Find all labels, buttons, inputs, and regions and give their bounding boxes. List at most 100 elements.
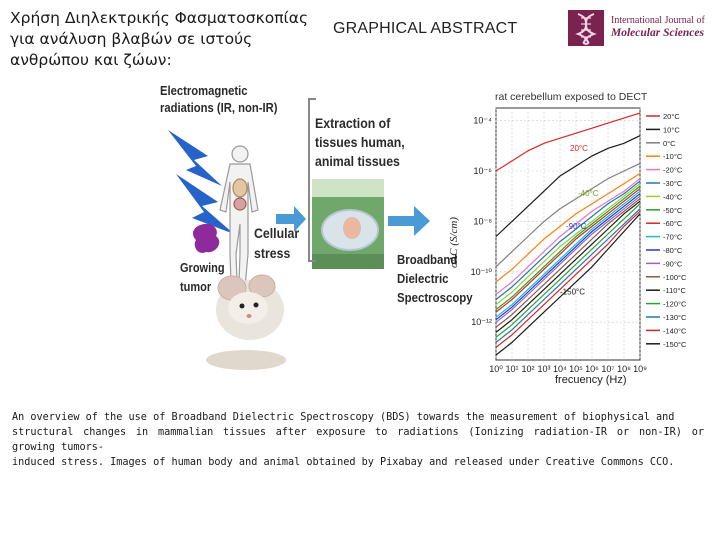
bds-label-line: Broadband [397,252,458,267]
bds-label: Broadband Dielectric Spectroscopy [397,250,473,307]
title-line: για ανάλυση βλαβών σε ιστούς [10,30,253,48]
extraction-label-line: animal tissues [315,153,400,169]
lightning-icon [168,130,234,234]
legend-entry: -60°C [663,219,683,228]
legend-entry: -90°C [663,259,683,268]
bds-label-line: Dielectric [397,271,449,286]
series-line [495,190,641,318]
y-tick-label: 10⁻⁶ [474,166,493,176]
series-line [495,178,641,295]
extraction-label: Extraction of tissues human, animal tiss… [315,114,405,171]
journal-name: International Journal of Molecular Scien… [611,15,720,40]
cellular-stress-label-line: Cellular [254,225,300,241]
series-line [495,195,641,323]
x-tick-label: 10⁷ [601,364,614,374]
tissue-sample-photo [312,179,384,269]
legend-entry: -30°C [663,179,683,188]
cellular-stress-label-line: stress [254,245,291,261]
caption-line: structural changes in mammalian tissues … [12,427,704,453]
extraction-label-line: Extraction of [315,115,391,131]
y-axis-label: σAC (S/cm) [448,217,460,268]
bds-label-line: Spectroscopy [397,290,473,305]
journal-name-line1: International Journal of [611,15,705,26]
dna-logo-icon [568,10,604,46]
chart-canvas: 10⁰ 10¹ 10² 10³ 10⁴ 10⁵ 10⁶ 10⁷ 10⁸ 10⁹ 10⁻⁴ 10⁻⁶ 10… [471,107,687,374]
series-line [495,183,641,306]
x-axis-label: frecuency (Hz) [555,374,627,386]
legend-entry: -70°C [663,233,683,242]
growing-tumor-label-line: tumor [180,280,212,294]
series-line [495,193,641,321]
series-line [495,172,641,283]
chart-annotation: 20°C [570,144,588,153]
series-line [495,210,641,348]
legend-entry: -120°C [663,300,687,309]
y-tick-label: 10⁻¹⁰ [471,267,493,277]
x-tick-label: 10⁴ [553,364,567,374]
conductivity-chart: rat cerebellum exposed to DECT 10⁰ 10¹ 10²… [448,78,710,396]
legend-entry: -110°C [663,286,686,295]
growing-tumor-label: Growing tumor [180,259,225,297]
legend-entry: -40°C [663,192,683,201]
legend-entry: -100°C [663,273,687,282]
plot-frame [495,107,641,361]
illustration [168,130,430,370]
series-line [495,208,641,343]
legend-entry: -140°C [663,326,687,335]
x-tick-label: 10² [521,364,534,374]
legend-entry: 0°C [663,139,676,148]
y-tick-label: 10⁻⁴ [473,116,492,126]
x-tick-label: 10⁹ [633,364,647,374]
journal-name-line2: Molecular Sciences [611,27,704,39]
legend-entry: -50°C [663,206,683,215]
growing-tumor-label-line: Growing [180,261,225,275]
abstract-caption: An overview of the use of Broadband Diel… [12,410,704,470]
arrow-icon [388,206,430,236]
electromagnetic-label-line: Electromagnetic [160,84,248,98]
series-line [495,185,641,311]
tumor-icon [192,223,220,253]
legend-entry: 20°C [663,112,680,121]
mouse-icon [206,274,286,370]
arrow-icon [276,206,306,232]
series-line [495,200,641,333]
x-tick-label: 10⁸ [617,364,631,374]
series-line [495,198,641,328]
extraction-bracket [308,98,316,262]
series-line [495,135,641,237]
legend-entry: -80°C [663,246,683,255]
cellular-stress-label: Cellular stress [254,223,299,263]
slide-title: Χρήση Διηλεκτρικής Φασματοσκοπίας για αν… [10,8,330,71]
electromagnetic-label-line: radiations (IR, non-IR) [160,101,278,115]
series-line [495,213,641,356]
graphical-abstract-heading: GRAPHICAL ABSTRACT [333,20,518,37]
series-line [495,203,641,338]
x-tick-label: 10³ [537,364,550,374]
series-line [495,180,641,300]
title-line: Χρήση Διηλεκτρικής Φασματοσκοπίας [10,9,309,27]
chart-annotation: -150°C [560,287,585,296]
series-line [495,162,641,268]
y-tick-label: 10⁻¹² [471,317,492,327]
series-line [495,188,641,313]
legend-entry: 10°C [663,125,680,134]
chart-annotation: -90°C [566,222,587,231]
x-tick-label: 10⁰ [489,364,503,374]
electromagnetic-label: Electromagnetic radiations (IR, non-IR) [160,83,278,117]
x-tick-label: 10⁶ [585,364,599,374]
human-body-icon [219,145,259,311]
extraction-label-line: tissues human, [315,134,405,150]
graphical-abstract-figure: Electromagnetic radiations (IR, non-IR) [150,78,710,396]
x-tick-label: 10¹ [505,364,518,374]
title-line: ανθρώπου και ζώων: [10,51,172,69]
legend-entry: -130°C [663,313,687,322]
caption-line: induced stress. Images of human body and… [12,457,675,468]
legend-entry: -20°C [663,166,683,175]
legend-entry: -10°C [663,152,683,161]
journal-logo: International Journal of Molecular Scien… [568,10,718,48]
y-tick-label: 10⁻⁸ [473,216,492,226]
chart-title: rat cerebellum exposed to DECT [495,91,648,103]
chart-annotation: -40°C [578,189,599,198]
series-line [495,112,641,172]
legend-entry: -150°C [663,340,687,349]
